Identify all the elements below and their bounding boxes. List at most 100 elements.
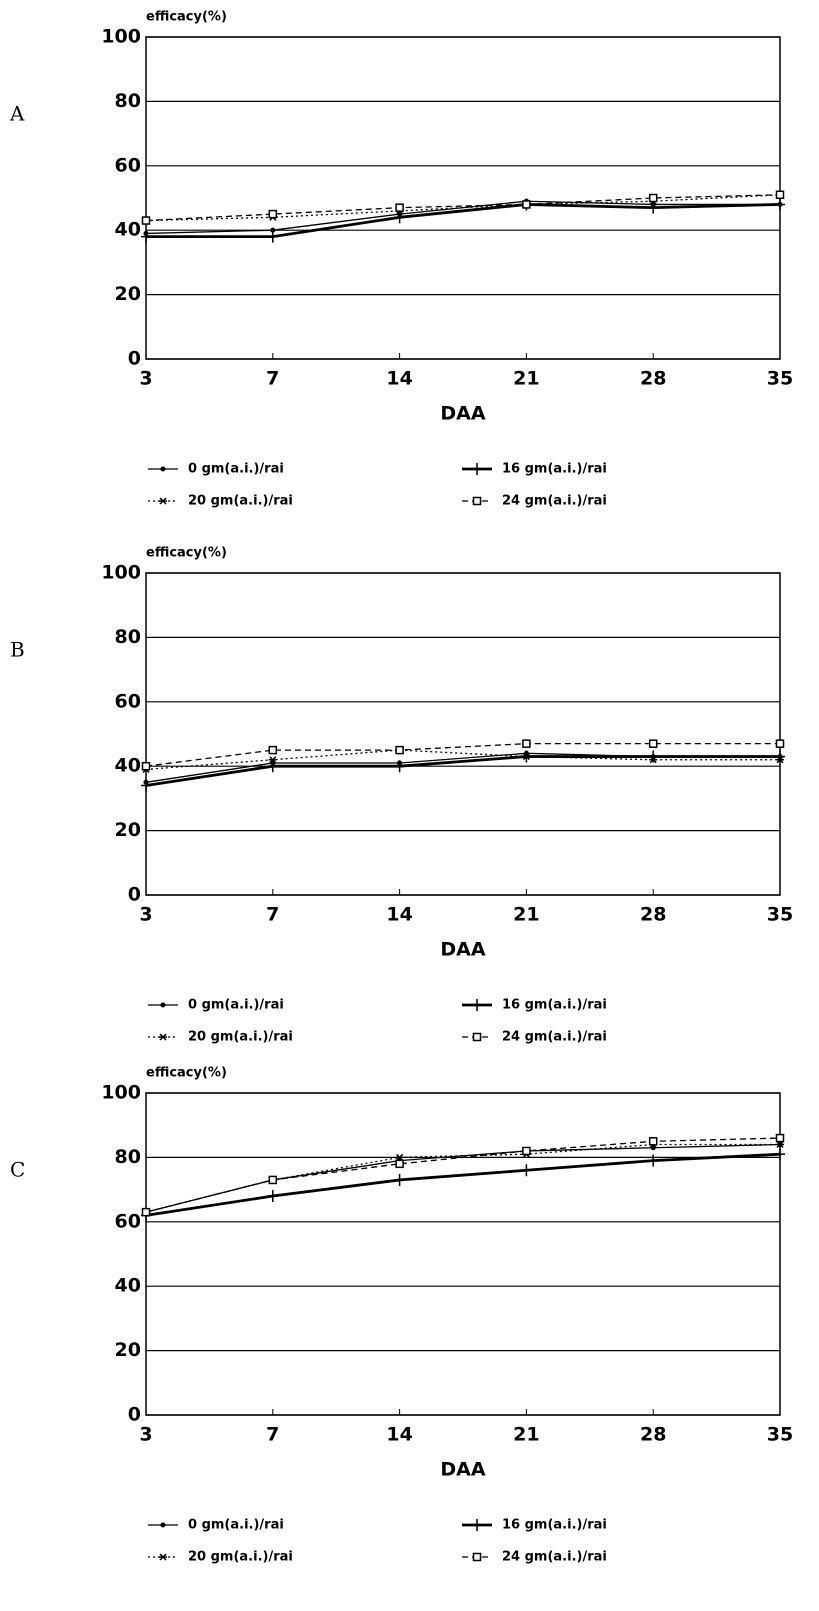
legend-label: 24 gm(a.i.)/rai: [502, 1030, 607, 1045]
marker: [394, 1173, 405, 1186]
marker: [141, 779, 151, 792]
plot-frame: [145, 36, 781, 360]
series-line: [145, 1152, 781, 1217]
x-tick-label: 35: [767, 904, 793, 926]
x-tick-label: 28: [640, 904, 666, 926]
marker: [649, 756, 658, 764]
legend-label: 16 gm(a.i.)/rai: [502, 1518, 607, 1533]
marker: [394, 211, 405, 224]
legend-label: 24 gm(a.i.)/rai: [502, 494, 607, 509]
y-tick-label: 0: [128, 884, 141, 906]
y-tick-label: 60: [115, 1210, 141, 1232]
x-tick-label: 21: [513, 904, 539, 926]
marker: [141, 1207, 151, 1217]
y-tick-label: 20: [115, 819, 141, 841]
marker: [522, 753, 531, 761]
x-tick-label: 14: [386, 904, 412, 926]
x-tick-label: 14: [386, 368, 412, 390]
marker: [521, 1164, 532, 1177]
legend-label: 24 gm(a.i.)/rai: [502, 1550, 607, 1565]
marker: [775, 190, 785, 200]
legend-marker: [472, 1552, 482, 1562]
legend-marker: [160, 1522, 166, 1528]
panel-label: C: [10, 1158, 25, 1182]
series-line: [145, 194, 781, 222]
series-line: [145, 1143, 781, 1213]
y-tick-label: 40: [115, 219, 141, 241]
marker: [522, 1146, 531, 1156]
x-tick-label: 14: [386, 1424, 412, 1446]
legend-marker: [472, 999, 482, 1011]
plot-frame: [145, 1092, 781, 1416]
legend-label: 0 gm(a.i.)/rai: [188, 1518, 284, 1533]
series-line: [145, 749, 780, 771]
series-line: [145, 200, 780, 235]
x-tick-label: 21: [513, 1424, 539, 1446]
marker: [268, 1175, 278, 1185]
y-tick-label: 80: [115, 1146, 141, 1168]
x-tick-label: 28: [640, 368, 666, 390]
marker: [648, 1154, 659, 1167]
marker: [268, 745, 278, 755]
marker: [650, 1145, 656, 1151]
y-tick-label: 40: [115, 755, 141, 777]
x-tick-label: 7: [266, 368, 279, 390]
legend-marker: [159, 497, 167, 505]
series-line: [145, 755, 780, 787]
legend-marker: [472, 496, 482, 506]
plot-frame: [145, 572, 781, 896]
y-tick-label: 20: [115, 283, 141, 305]
y-tick-label: 80: [115, 626, 141, 648]
x-tick-label: 35: [767, 368, 793, 390]
x-tick-label: 35: [767, 1424, 793, 1446]
legend-marker: [160, 466, 166, 472]
series-line: [145, 194, 781, 222]
legend-marker: [472, 1519, 482, 1531]
marker: [395, 1153, 404, 1161]
marker: [775, 1148, 785, 1161]
legend-marker: [472, 463, 482, 475]
x-tick-label: 28: [640, 1424, 666, 1446]
legend-label: 16 gm(a.i.)/rai: [502, 998, 607, 1013]
legend-label: 20 gm(a.i.)/rai: [188, 494, 293, 509]
y-axis-label: efficacy(%): [146, 546, 227, 561]
marker: [522, 739, 531, 748]
legend-marker: [160, 1002, 166, 1008]
legend-label: 16 gm(a.i.)/rai: [502, 462, 607, 477]
x-tick-label: 3: [139, 368, 152, 390]
y-tick-label: 40: [115, 1275, 141, 1297]
marker: [395, 1159, 404, 1169]
marker: [267, 1190, 278, 1203]
x-tick-label: 21: [513, 368, 539, 390]
y-tick-label: 100: [101, 26, 141, 48]
panel-label: B: [10, 638, 25, 662]
panel-label: A: [9, 102, 25, 126]
x-tick-label: 7: [266, 904, 279, 926]
legend-marker: [159, 1553, 167, 1561]
marker: [648, 201, 659, 214]
marker: [268, 756, 277, 764]
y-tick-label: 60: [115, 154, 141, 176]
y-tick-label: 0: [128, 348, 141, 370]
x-tick-label: 7: [266, 1424, 279, 1446]
legend-marker: [472, 1032, 482, 1042]
marker: [395, 745, 404, 755]
marker: [776, 756, 784, 764]
y-axis-label: efficacy(%): [146, 10, 227, 25]
legend-label: 20 gm(a.i.)/rai: [188, 1550, 293, 1565]
x-axis-label: DAA: [440, 939, 485, 961]
marker: [648, 739, 658, 748]
marker: [141, 761, 151, 771]
series-line: [146, 203, 781, 239]
marker: [775, 739, 785, 748]
x-axis-label: DAA: [440, 403, 485, 425]
legend-marker: [159, 1033, 167, 1041]
y-tick-label: 20: [115, 1339, 141, 1361]
x-tick-label: 3: [139, 1424, 152, 1446]
marker: [776, 1140, 784, 1149]
marker: [775, 1133, 785, 1143]
series-line: [145, 1137, 781, 1213]
y-tick-label: 0: [128, 1404, 141, 1426]
